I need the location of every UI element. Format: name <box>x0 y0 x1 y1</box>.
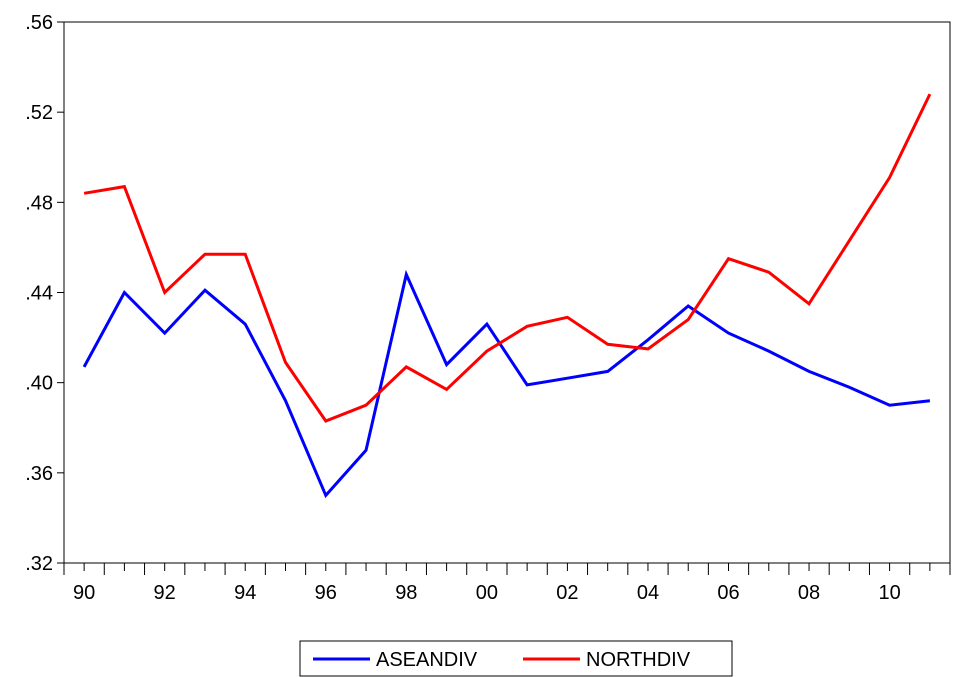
series-line-northdiv <box>83 93 932 423</box>
y-tick-label: .44 <box>25 283 53 305</box>
legend: ASEANDIV NORTHDIV <box>299 640 733 677</box>
y-tick-label: .48 <box>25 192 53 214</box>
y-tick-label: .56 <box>25 12 53 34</box>
x-tick-label: 10 <box>878 582 900 604</box>
x-tick-label: 08 <box>798 582 820 604</box>
legend-box <box>299 640 733 677</box>
x-tick-label: 96 <box>315 582 337 604</box>
y-tick-label: .32 <box>25 553 53 575</box>
y-tick-label: .36 <box>25 463 53 485</box>
x-tick-label: 90 <box>73 582 95 604</box>
x-tick-label: 04 <box>637 582 659 604</box>
x-tick-label: 02 <box>556 582 578 604</box>
series-line-aseandiv <box>82 269 931 499</box>
axes: .32 .36 .40 .44 .48 .52 .56 90 92 94 96 98 00 02 04 06 0… <box>25 12 951 604</box>
legend-label-northdiv: NORTHDIV <box>586 649 691 671</box>
x-tick-label: 92 <box>154 582 176 604</box>
series-lines <box>82 93 932 499</box>
x-tick-label: 98 <box>395 582 417 604</box>
x-tick-label: 06 <box>717 582 739 604</box>
legend-label-aseandiv: ASEANDIV <box>376 649 478 671</box>
y-tick-label: .40 <box>25 373 53 395</box>
x-tick-label: 00 <box>476 582 498 604</box>
x-tick-label: 94 <box>234 582 256 604</box>
y-tick-label: .52 <box>25 102 53 124</box>
